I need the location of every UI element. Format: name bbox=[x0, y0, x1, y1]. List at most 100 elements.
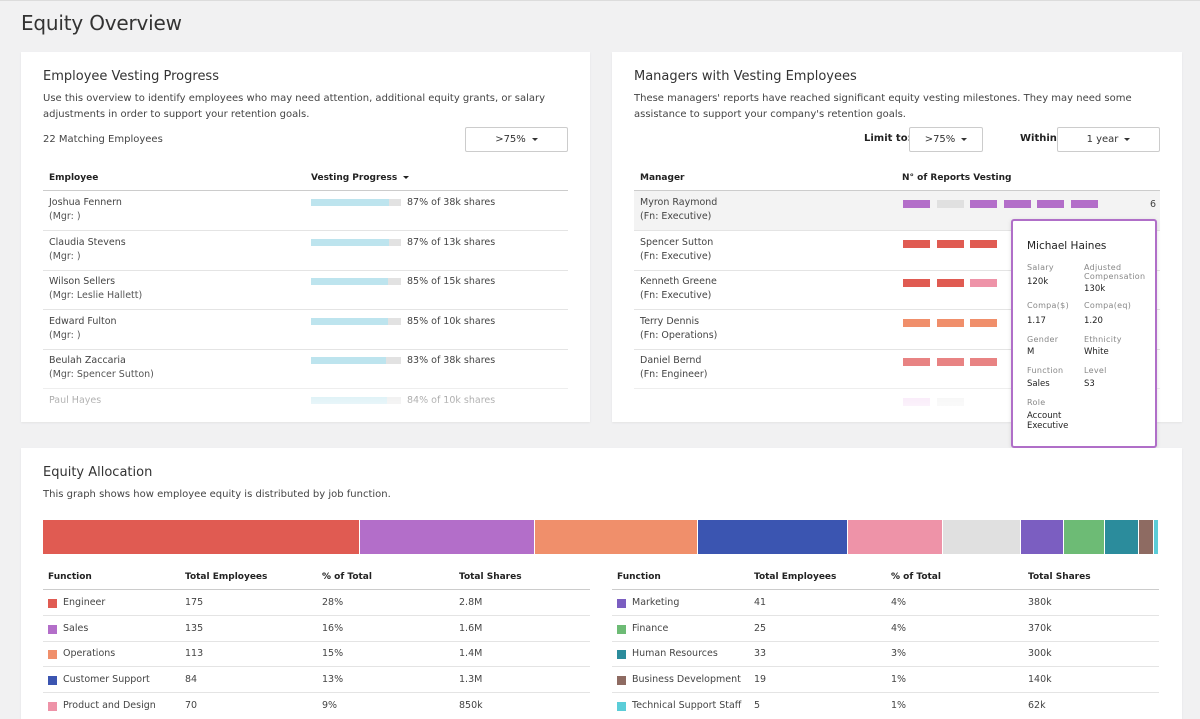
table-row[interactable]: Engineer 175 28% 2.8M bbox=[43, 590, 590, 616]
allocation-description: This graph shows how employee equity is … bbox=[43, 489, 391, 500]
col-total-shares[interactable]: Total Shares bbox=[1028, 572, 1091, 582]
sort-desc-icon bbox=[403, 176, 410, 179]
allocation-pct-cell: 28% bbox=[322, 597, 344, 608]
tooltip-salary: 120k bbox=[1027, 277, 1049, 287]
tooltip-gender: M bbox=[1027, 347, 1035, 357]
allocation-employees-cell: 70 bbox=[185, 699, 198, 711]
table-row[interactable]: Marketing 41 4% 380k bbox=[612, 590, 1159, 616]
tooltip-role-label: Role bbox=[1027, 398, 1046, 407]
legend-swatch bbox=[617, 650, 626, 660]
table-row[interactable]: Operations 113 15% 1.4M bbox=[43, 641, 590, 668]
vesting-title: Employee Vesting Progress bbox=[43, 69, 219, 84]
allocation-segment[interactable] bbox=[360, 520, 535, 554]
report-segment bbox=[936, 318, 964, 327]
manager-function: (Fn: Operations) bbox=[640, 329, 718, 341]
col-function[interactable]: Function bbox=[48, 572, 92, 582]
row-divider bbox=[43, 615, 590, 616]
tooltip-level: S3 bbox=[1084, 379, 1095, 389]
col-reports-vesting[interactable]: N° of Reports Vesting bbox=[902, 173, 1012, 183]
col-pct[interactable]: % of Total bbox=[891, 572, 941, 582]
within-dropdown[interactable]: 1 year bbox=[1057, 127, 1160, 152]
allocation-segment[interactable] bbox=[1063, 520, 1104, 554]
row-divider bbox=[43, 640, 590, 642]
allocation-segment[interactable] bbox=[1020, 520, 1063, 554]
table-row[interactable]: Product and Design 70 9% 850k bbox=[43, 693, 590, 719]
tooltip-role: Account Executive bbox=[1027, 411, 1069, 431]
manager-cell: Daniel Bernd (Fn: Engineer) bbox=[640, 354, 707, 382]
limit-dropdown[interactable]: >75% bbox=[909, 127, 983, 152]
managers-description: These managers' reports have reached sig… bbox=[634, 93, 1132, 120]
report-count: 6 bbox=[1149, 199, 1156, 210]
allocation-pct-cell: 4% bbox=[891, 597, 907, 608]
allocation-segment[interactable] bbox=[535, 520, 697, 554]
allocation-shares-cell: 300k bbox=[1028, 648, 1052, 660]
table-row[interactable]: Edward Fulton (Mgr: ) 85% of 10k shares bbox=[43, 310, 568, 350]
table-row[interactable]: Customer Support 84 13% 1.3M bbox=[43, 667, 590, 694]
report-segment bbox=[1003, 200, 1031, 208]
table-row[interactable]: Claudia Stevens (Mgr: ) 87% of 13k shares bbox=[43, 231, 568, 271]
managers-title: Managers with Vesting Employees bbox=[634, 69, 857, 84]
table-row[interactable]: Technical Support Staff 5 1% 62k bbox=[612, 693, 1159, 719]
manager-name: Daniel Bernd bbox=[640, 355, 702, 366]
col-total-shares[interactable]: Total Shares bbox=[459, 572, 522, 582]
legend-swatch bbox=[48, 701, 57, 711]
vesting-filter-dropdown[interactable]: >75% bbox=[465, 127, 568, 152]
employee-manager: (Mgr: ) bbox=[49, 211, 81, 222]
vesting-progress-bar bbox=[311, 317, 401, 325]
employee-cell: Beulah Zaccaria (Mgr: Spencer Sutton) bbox=[49, 354, 154, 382]
col-function[interactable]: Function bbox=[617, 572, 661, 582]
chevron-down-icon bbox=[1124, 137, 1131, 141]
table-row[interactable]: Joshua Fennern (Mgr: ) 87% of 38k shares bbox=[43, 191, 568, 231]
allocation-segment[interactable] bbox=[847, 520, 942, 554]
row-divider bbox=[612, 692, 1159, 694]
allocation-fn-cell: Technical Support Staff bbox=[632, 699, 742, 711]
table-row[interactable]: Spencer Sutton (Fn: Executive) bbox=[634, 231, 1160, 271]
allocation-shares-cell: 380k bbox=[1028, 597, 1052, 608]
manager-function: (Fn: Engineer) bbox=[640, 369, 708, 380]
allocation-card: Equity Allocation This graph shows how e… bbox=[21, 448, 1182, 719]
allocation-shares-cell: 1.3M bbox=[459, 674, 483, 686]
allocation-segment[interactable] bbox=[942, 520, 1020, 554]
employee-cell: Wilson Sellers (Mgr: Leslie Hallett) bbox=[49, 275, 142, 303]
table-row[interactable]: Finance 25 4% 370k bbox=[612, 616, 1159, 642]
col-total-employees[interactable]: Total Employees bbox=[185, 572, 268, 582]
manager-name: Kenneth Greene bbox=[640, 276, 717, 287]
employee-manager: (Mgr: ) bbox=[49, 250, 81, 262]
allocation-segment[interactable] bbox=[1138, 520, 1153, 554]
manager-rows: Myron Raymond (Fn: Executive) 6 Spencer Sut… bbox=[634, 191, 1160, 422]
col-total-employees[interactable]: Total Employees bbox=[754, 572, 837, 582]
tooltip-adjusted: 130k bbox=[1084, 284, 1106, 294]
report-segment bbox=[903, 358, 930, 366]
allocation-employees-cell: 25 bbox=[754, 622, 767, 634]
allocation-segment[interactable] bbox=[697, 520, 847, 554]
table-row[interactable]: Terry Dennis (Fn: Operations) bbox=[634, 310, 1160, 350]
allocation-pct-cell: 15% bbox=[322, 648, 344, 660]
allocation-employees-cell: 33 bbox=[754, 648, 767, 660]
col-employee[interactable]: Employee bbox=[49, 173, 99, 183]
report-segment bbox=[936, 358, 964, 366]
row-divider bbox=[43, 269, 568, 271]
vesting-progress-fill bbox=[311, 278, 388, 285]
employee-name: Beulah Zaccaria bbox=[49, 355, 126, 366]
table-row[interactable]: Wilson Sellers (Mgr: Leslie Hallett) 85% o… bbox=[43, 270, 568, 310]
col-vesting-progress[interactable]: Vesting Progress bbox=[311, 173, 410, 183]
table-row[interactable]: Human Resources 33 3% 300k bbox=[612, 641, 1159, 668]
report-segment bbox=[936, 200, 964, 208]
allocation-pct-cell: 9% bbox=[322, 699, 338, 711]
col-pct[interactable]: % of Total bbox=[322, 572, 372, 582]
table-row[interactable]: Kenneth Greene (Fn: Executive) bbox=[634, 270, 1160, 310]
manager-name: Spencer Sutton bbox=[640, 236, 714, 248]
manager-function: (Fn: Executive) bbox=[640, 211, 712, 222]
vesting-progress-fill bbox=[311, 317, 388, 325]
allocation-segment[interactable] bbox=[1104, 520, 1138, 554]
allocation-employees-cell: 175 bbox=[185, 597, 204, 608]
chevron-down-icon bbox=[961, 137, 968, 141]
allocation-segment[interactable] bbox=[1153, 520, 1158, 554]
table-row[interactable]: Business Development 19 1% 140k bbox=[612, 667, 1159, 694]
allocation-segment[interactable] bbox=[43, 520, 360, 554]
col-manager[interactable]: Manager bbox=[640, 173, 685, 183]
tooltip-compa-eq-label: Compa(eq) bbox=[1084, 301, 1132, 310]
table-row[interactable]: Sales 135 16% 1.6M bbox=[43, 616, 590, 642]
allocation-fn-cell: Engineer bbox=[63, 597, 106, 608]
row-divider bbox=[634, 269, 1160, 271]
